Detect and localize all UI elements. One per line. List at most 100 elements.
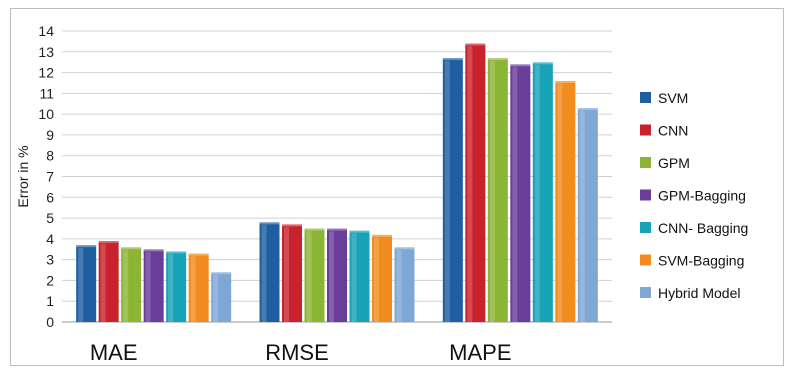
bar-highlight [579, 109, 585, 322]
y-tick-label: 0 [46, 314, 54, 330]
y-tick-label: 3 [46, 252, 54, 268]
bar-highlight [489, 60, 495, 322]
y-tick-label: 14 [38, 23, 54, 39]
bar-cap [166, 251, 187, 255]
bar-cap [372, 234, 392, 238]
bar [577, 109, 598, 322]
y-tick-label: 10 [38, 106, 54, 122]
bar-cap [121, 247, 142, 251]
bar [76, 247, 97, 322]
bar-highlight [534, 64, 540, 322]
x-category-label: RMSE [265, 340, 329, 365]
bar-cap [349, 230, 370, 234]
y-tick-label: 5 [46, 210, 54, 226]
bar [166, 253, 187, 322]
bar-cap [394, 247, 415, 251]
legend-label: SVM [658, 90, 688, 106]
legend-swatch [640, 254, 651, 266]
bar-cap [98, 241, 119, 245]
legend: SVM CNN GPM GPM-Bagging CNN- Bagging SVM-Bagg… [640, 90, 748, 301]
bar-highlight [467, 45, 473, 323]
bar [465, 45, 486, 323]
bar-highlight [374, 236, 379, 322]
bar-highlight [190, 255, 196, 322]
y-tick-label: 8 [46, 148, 54, 164]
bar-highlight [284, 226, 289, 322]
bar-cap [259, 222, 280, 226]
bar-highlight [78, 247, 84, 322]
bar-cap [211, 272, 232, 276]
legend-swatch [640, 92, 651, 103]
bar [349, 232, 370, 322]
bar [98, 243, 119, 322]
bar-cap [532, 62, 553, 66]
legend-label: CNN [658, 123, 688, 139]
y-tick-label: 13 [38, 44, 54, 60]
y-tick-label: 9 [46, 127, 54, 143]
bar [211, 274, 232, 322]
bar [372, 236, 392, 322]
y-tick-label: 6 [46, 189, 54, 205]
bar [188, 255, 209, 322]
legend-swatch [640, 287, 651, 298]
bar-highlight [351, 232, 357, 322]
y-tick-label: 4 [46, 231, 54, 247]
bar-highlight [557, 82, 563, 322]
bar-cap [577, 107, 598, 111]
bar [282, 226, 302, 322]
bar [487, 60, 508, 322]
bar [555, 82, 576, 322]
legend-label: CNN- Bagging [658, 220, 748, 236]
bar-cap [76, 245, 97, 249]
y-tick-label: 12 [38, 65, 54, 81]
y-tick-label: 7 [46, 169, 54, 185]
bar-cap [327, 228, 347, 232]
bar-highlight [512, 66, 518, 322]
bar-highlight [261, 224, 267, 322]
y-tick-label: 2 [46, 272, 54, 288]
legend-swatch [640, 222, 651, 233]
legend-label: SVM-Bagging [658, 253, 744, 269]
x-category-label: MAE [90, 340, 138, 365]
bar [510, 66, 531, 322]
legend-label: Hybrid Model [658, 285, 740, 301]
bar-cap [465, 43, 486, 47]
bar-cap [555, 80, 576, 84]
bar-highlight [329, 230, 334, 322]
bar-cap [487, 58, 508, 62]
bar-cap [143, 249, 164, 253]
legend-label: GPM [658, 155, 690, 171]
y-tick-label: 1 [46, 293, 54, 309]
legend-label: GPM-Bagging [658, 188, 746, 204]
bar-highlight [396, 249, 402, 322]
bars [76, 43, 598, 323]
bar-cap [304, 228, 325, 232]
bar [442, 60, 463, 322]
bar-cap [510, 64, 531, 68]
bar [304, 230, 325, 322]
bar [327, 230, 347, 322]
bar-cap [442, 58, 463, 62]
bar [143, 251, 164, 322]
legend-swatch [640, 124, 651, 136]
legend-swatch [640, 189, 651, 201]
bar-cap [188, 253, 209, 257]
y-tick-label: 11 [39, 85, 54, 101]
bar [394, 249, 415, 322]
bar-highlight [145, 251, 151, 322]
bar-highlight [444, 60, 450, 322]
legend-swatch [640, 157, 651, 168]
y-axis-label: Error in % [15, 145, 31, 207]
bar-highlight [306, 230, 312, 322]
bar [259, 224, 280, 322]
bar [532, 64, 553, 322]
bar-highlight [123, 249, 129, 322]
x-category-label: MAPE [449, 340, 511, 365]
bar [121, 249, 142, 322]
x-axis-categories: MAE RMSE MAPE [90, 340, 512, 365]
bar-highlight [213, 274, 219, 322]
bar-cap [282, 224, 302, 228]
bar-highlight [100, 243, 106, 322]
